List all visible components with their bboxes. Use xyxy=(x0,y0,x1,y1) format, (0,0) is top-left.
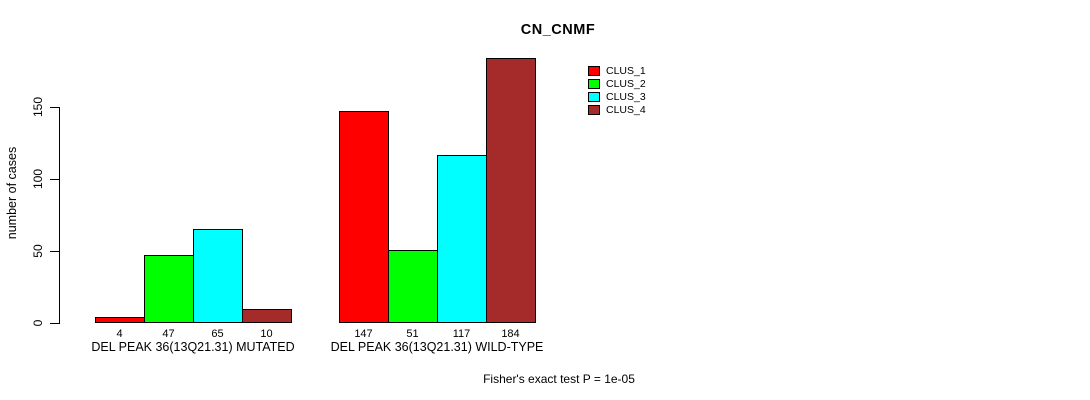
y-axis-tick-label: 100 xyxy=(31,168,45,190)
legend-label: CLUS_2 xyxy=(606,77,646,90)
y-axis-tick xyxy=(50,323,59,324)
bar-value-label: 51 xyxy=(406,328,419,340)
category-label: DEL PEAK 36(13Q21.31) MUTATED xyxy=(91,340,295,354)
bar-value-label: 47 xyxy=(162,328,175,340)
legend-swatch-clus_2 xyxy=(588,78,600,89)
bar-value-label: 184 xyxy=(501,328,520,340)
y-axis-tick xyxy=(50,179,59,180)
legend-item-clus_1: CLUS_1 xyxy=(588,64,646,77)
legend-swatch-clus_1 xyxy=(588,65,600,76)
bar-clus_4-group1 xyxy=(242,309,292,323)
legend-item-clus_4: CLUS_4 xyxy=(588,103,646,116)
legend-label: CLUS_4 xyxy=(606,103,646,116)
y-axis-tick-label: 0 xyxy=(31,319,45,327)
bar-clus_1-group2 xyxy=(339,111,389,323)
legend-label: CLUS_1 xyxy=(606,64,646,77)
legend-item-clus_3: CLUS_3 xyxy=(588,90,646,103)
legend-item-clus_2: CLUS_2 xyxy=(588,77,646,90)
bar-value-label: 4 xyxy=(116,328,123,340)
legend-swatch-clus_3 xyxy=(588,91,600,102)
legend-label: CLUS_3 xyxy=(606,90,646,103)
bar-value-label: 117 xyxy=(452,328,471,340)
fisher-test-annotation: Fisher's exact test P = 1e-05 xyxy=(483,372,635,386)
legend-swatch-clus_4 xyxy=(588,104,600,115)
y-axis-tick-label: 150 xyxy=(31,96,45,118)
bar-value-label: 65 xyxy=(211,328,224,340)
bar-clus_4-group2 xyxy=(486,58,536,323)
bar-value-label: 147 xyxy=(354,328,373,340)
category-label: DEL PEAK 36(13Q21.31) WILD-TYPE xyxy=(330,340,544,354)
y-axis-label: number of cases xyxy=(5,146,19,240)
chart-title: CN_CNMF xyxy=(520,22,596,38)
y-axis-tick-label: 50 xyxy=(31,244,45,258)
y-axis-tick xyxy=(50,251,59,252)
legend: CLUS_1 CLUS_2 CLUS_3 CLUS_4 xyxy=(588,64,646,116)
bar-value-label: 10 xyxy=(260,328,273,340)
bar-clus_3-group2 xyxy=(437,155,487,323)
bar-clus_2-group2 xyxy=(388,250,438,323)
bar-clus_1-group1 xyxy=(95,317,145,323)
bar-clus_2-group1 xyxy=(144,255,194,323)
y-axis-tick xyxy=(50,107,59,108)
bar-clus_3-group1 xyxy=(193,229,243,323)
y-axis-line xyxy=(59,107,60,324)
